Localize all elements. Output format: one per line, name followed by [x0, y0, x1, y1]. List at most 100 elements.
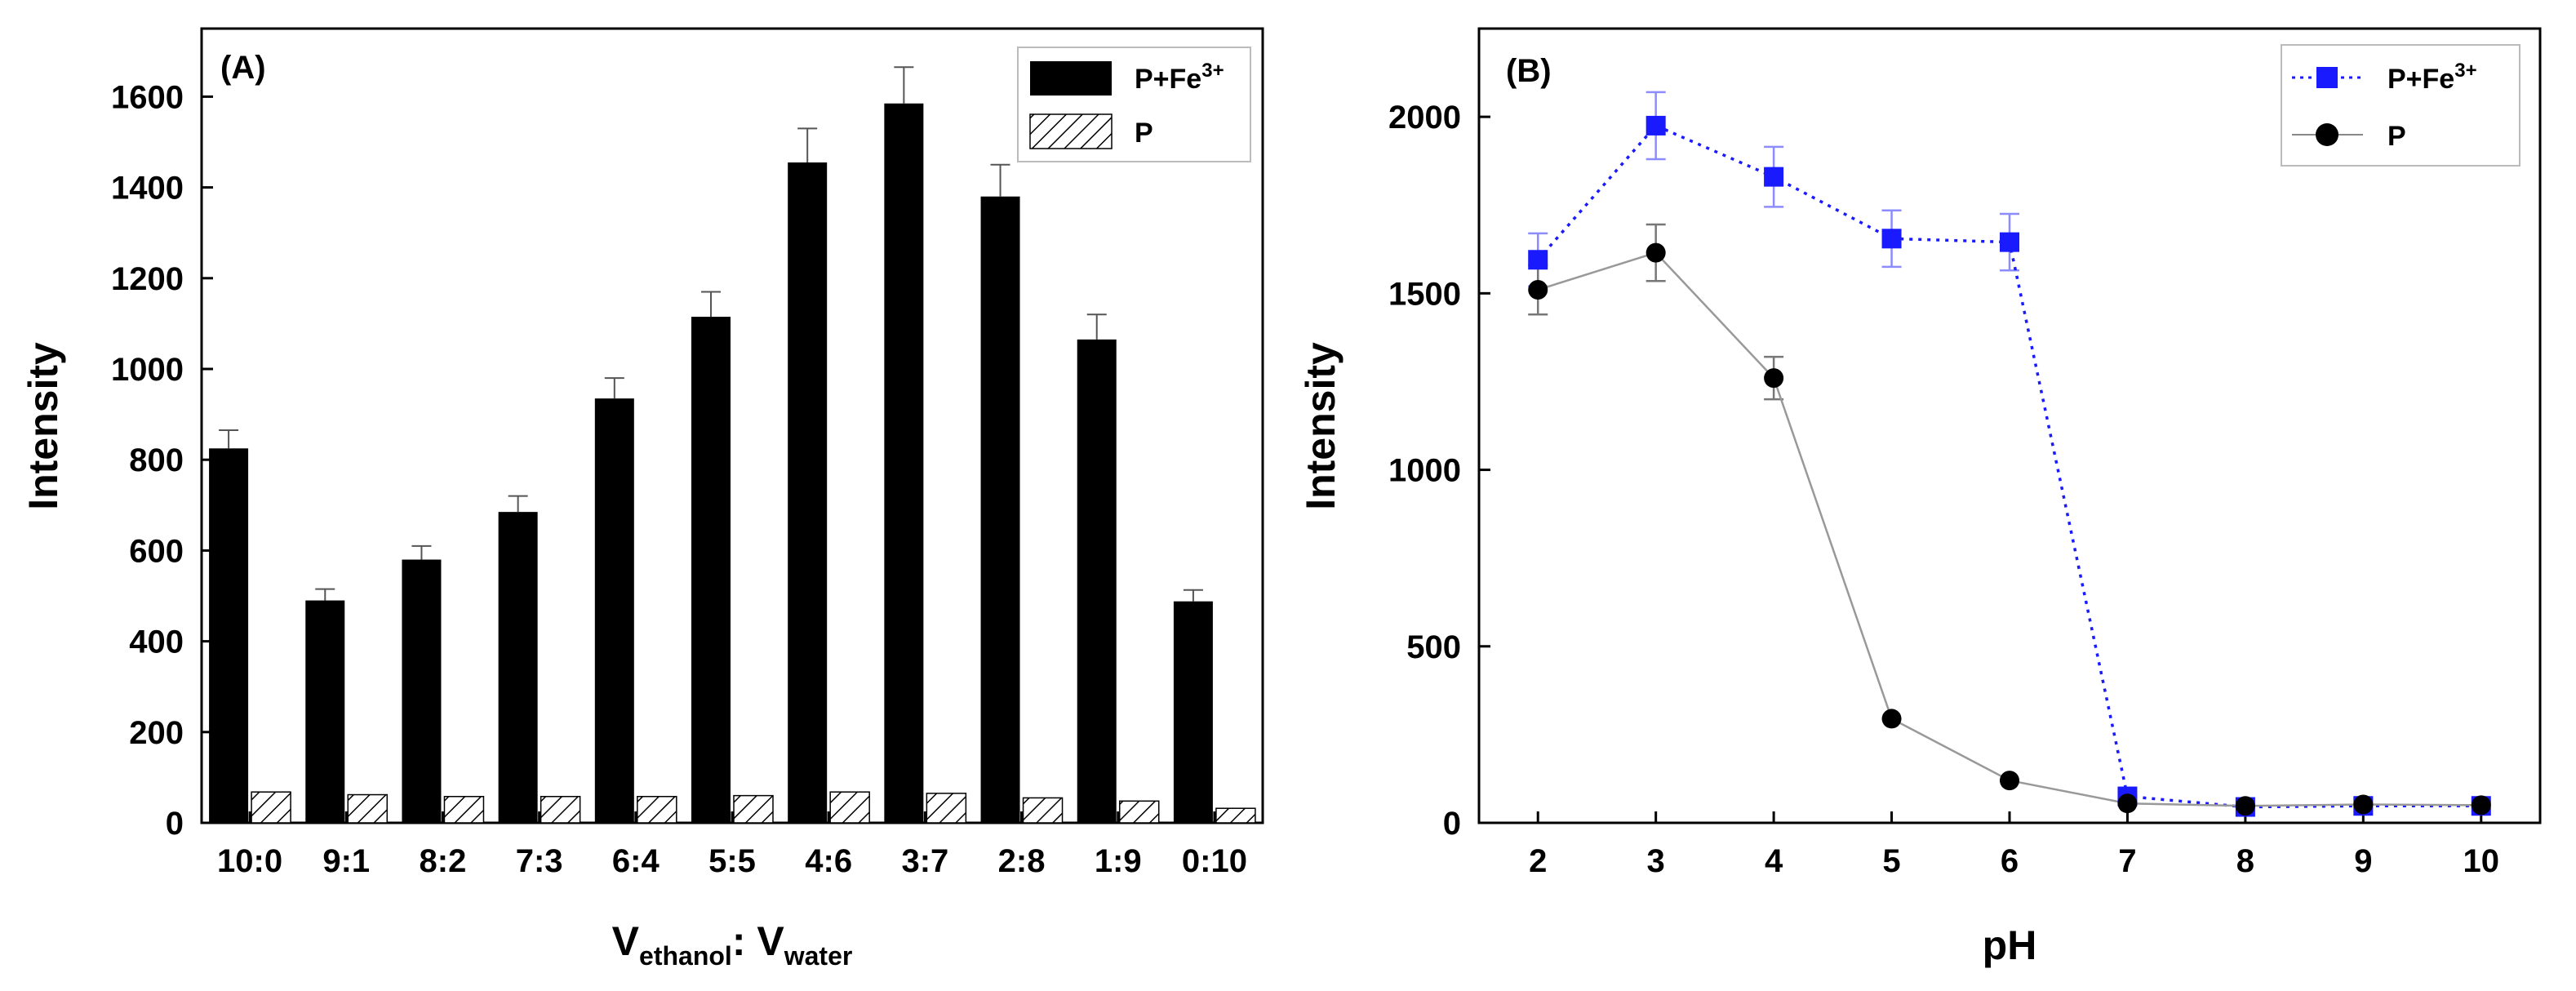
- bar-p: [1022, 797, 1064, 824]
- bar-p: [926, 793, 967, 824]
- x-tick-label-a: 4:6: [805, 843, 852, 879]
- marker-circle-p: [2000, 771, 2019, 791]
- legend-a-label-1-base: P+Fe: [1135, 64, 1201, 95]
- legend-a: P+Fe3+ P: [1017, 47, 1251, 162]
- x-axis-b: 2 3 4 5 6 7 8 9 10: [1529, 811, 2499, 879]
- bars-a: [209, 103, 1256, 824]
- bar-p-fe3: [1077, 339, 1117, 823]
- y-tick-label-a: 1200: [111, 261, 184, 297]
- bar-p: [733, 794, 774, 824]
- x-tick-label-a: 1:9: [1095, 843, 1142, 879]
- bar-p: [1215, 807, 1256, 824]
- x-tick-label-b: 5: [1882, 843, 1900, 879]
- marker-square-p-fe3: [1646, 115, 1666, 136]
- bar-p: [540, 796, 581, 824]
- marker-circle-p: [1646, 242, 1666, 263]
- bar-p-fe3: [884, 103, 924, 824]
- y-tick-label-b: 1000: [1388, 453, 1461, 489]
- marker-square-p-fe3: [2000, 232, 2019, 252]
- legend-a-label-1-sup: 3+: [1201, 60, 1224, 82]
- y-axis-b: 0 500 1000 1500 2000: [1388, 100, 1490, 842]
- bar-p-fe3: [980, 196, 1020, 824]
- bar-p-fe3: [209, 448, 249, 823]
- bar-p: [251, 791, 291, 824]
- x-tick-label-b: 8: [2236, 843, 2254, 879]
- bar-p-fe3: [498, 512, 538, 823]
- x-title-a-base1: V: [612, 918, 640, 964]
- y-tick-label-a: 800: [129, 442, 184, 478]
- marker-square-p-fe3: [1881, 229, 1902, 249]
- y-axis-title-a: Intensity: [20, 342, 66, 510]
- bar-chart-panel-a: 0 200 400 600 800 1000 1200 1400 1600 10:0 9:1 8:2…: [20, 27, 1264, 971]
- error-bars-b: [1528, 91, 2019, 401]
- x-tick-label-a: 0:10: [1182, 843, 1247, 879]
- panel-label-a: (A): [220, 50, 266, 86]
- x-title-a-sub2: water: [784, 941, 853, 971]
- markers-b: [1528, 115, 2491, 817]
- x-axis-title-a: Vethanol: Vwater: [612, 918, 853, 971]
- marker-square-p-fe3: [1528, 250, 1548, 270]
- y-tick-label-b: 1500: [1388, 276, 1461, 312]
- x-title-a-sep: :: [732, 918, 757, 964]
- y-tick-label-a: 1400: [111, 171, 184, 207]
- bar-p-fe3: [402, 559, 442, 823]
- y-axis-a: 0 200 400 600 800 1000 1200 1400 1600: [111, 79, 213, 842]
- legend-b-frame: [2281, 44, 2520, 167]
- x-tick-label-a: 2:8: [998, 843, 1046, 879]
- bar-p-fe3: [691, 317, 731, 823]
- legend-b-marker-circle: [2316, 123, 2338, 146]
- marker-circle-p: [2235, 796, 2255, 816]
- x-title-a-sub1: ethanol: [639, 941, 732, 971]
- legend-b-label-1-sup: 3+: [2454, 60, 2476, 82]
- marker-circle-p: [2117, 793, 2138, 814]
- x-axis-title-b: pH: [1983, 922, 2037, 968]
- x-tick-label-a: 5:5: [708, 843, 756, 879]
- y-tick-label-a: 200: [129, 715, 184, 751]
- bar-p: [347, 793, 389, 824]
- x-tick-label-a: 3:7: [901, 843, 948, 879]
- bar-p-fe3: [305, 600, 345, 823]
- y-tick-label-b: 2000: [1388, 100, 1461, 136]
- bar-p: [1118, 800, 1160, 824]
- marker-square-p-fe3: [1764, 167, 1784, 187]
- bar-p: [829, 791, 870, 824]
- legend-a-label-2: P: [1135, 118, 1153, 149]
- y-tick-label-a: 1000: [111, 352, 184, 388]
- x-tick-label-b: 2: [1529, 843, 1547, 879]
- bar-p-fe3: [594, 398, 634, 823]
- legend-a-swatch-hatched: [1029, 113, 1113, 149]
- legend-b-label-1: P+Fe3+: [2387, 60, 2477, 95]
- line-chart-panel-b: 0 500 1000 1500 2000 2 3 4 5 6 7 8 9 10 (B) Intensit…: [1298, 27, 2542, 968]
- x-tick-label-b: 9: [2354, 843, 2372, 879]
- x-tick-label-a: 9:1: [322, 843, 370, 879]
- bar-p: [443, 796, 485, 824]
- x-tick-label-b: 4: [1765, 843, 1783, 879]
- y-tick-label-a: 600: [129, 533, 184, 569]
- legend-b-marker-square: [2316, 67, 2338, 88]
- marker-circle-p: [2353, 794, 2374, 815]
- marker-circle-p: [1764, 368, 1784, 389]
- x-title-a-base2: V: [757, 918, 784, 964]
- line-p: [1537, 251, 2481, 807]
- x-axis-a: 10:0 9:1 8:2 7:3 6:4 5:5 4:6 3:7 2:8 1:9 0:10: [217, 811, 1247, 879]
- marker-circle-p: [1528, 280, 1548, 300]
- x-tick-label-b: 6: [2001, 843, 2019, 879]
- panel-label-b: (B): [1506, 53, 1552, 89]
- x-tick-label-a: 10:0: [217, 843, 282, 879]
- x-tick-label-a: 7:3: [516, 843, 563, 879]
- legend-b-label-2: P: [2387, 121, 2406, 152]
- marker-circle-p: [2471, 795, 2491, 815]
- bar-p: [637, 796, 677, 824]
- y-tick-label-a: 1600: [111, 79, 184, 115]
- bar-p-fe3: [788, 162, 828, 823]
- x-tick-label-b: 7: [2118, 843, 2136, 879]
- legend-b-label-1-base: P+Fe: [2387, 64, 2454, 95]
- x-tick-label-a: 8:2: [420, 843, 467, 879]
- x-tick-label-b: 3: [1647, 843, 1665, 879]
- legend-b: P+Fe3+ P: [2281, 44, 2520, 167]
- y-tick-label-a: 400: [129, 624, 184, 660]
- y-axis-title-b: Intensity: [1298, 342, 1344, 510]
- legend-a-label-1: P+Fe3+: [1135, 60, 1224, 95]
- legend-a-swatch-solid: [1030, 61, 1112, 96]
